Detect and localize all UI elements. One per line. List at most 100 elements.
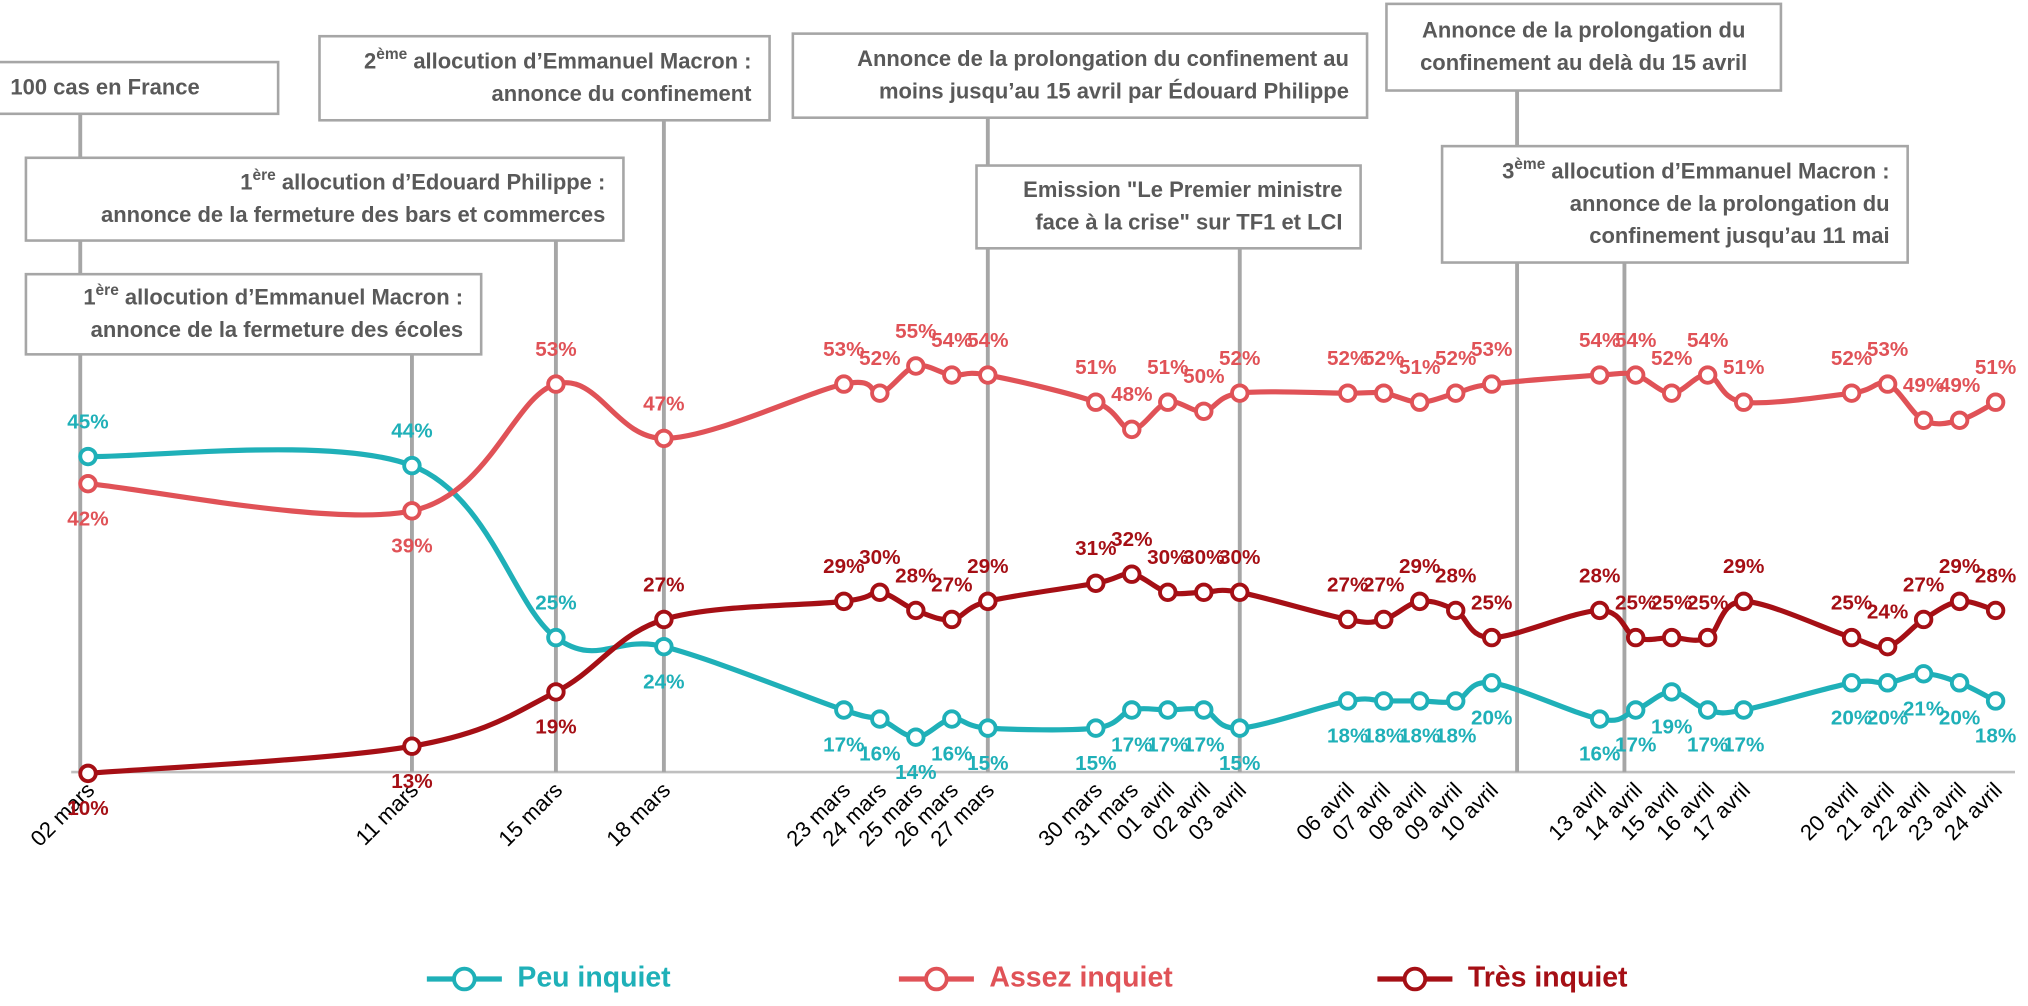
- annotation-sup: ème: [376, 46, 407, 63]
- point: [1158, 392, 1178, 412]
- data-label: 44%: [391, 419, 432, 442]
- point: [1230, 383, 1250, 403]
- point: [1410, 392, 1430, 412]
- point: [1697, 365, 1718, 385]
- data-label: 52%: [1651, 347, 1692, 370]
- data-label: 50%: [1183, 365, 1224, 388]
- data-label: 10%: [67, 797, 108, 820]
- data-label: 13%: [391, 770, 432, 793]
- point: [1086, 573, 1106, 593]
- point: [1625, 627, 1646, 648]
- data-label: 24%: [1867, 600, 1908, 623]
- annotation-text: allocution d’Edouard Philippe :: [276, 169, 606, 194]
- point: [1338, 609, 1358, 630]
- data-label: 16%: [859, 743, 900, 766]
- data-label: 17%: [1687, 734, 1728, 757]
- annotation-text: moins jusqu’au 15 avril par Édouard Phil…: [879, 78, 1349, 103]
- point: [1086, 392, 1106, 412]
- data-label: 53%: [823, 338, 864, 361]
- data-label: 27%: [1903, 573, 1944, 596]
- data-label: 30%: [1147, 546, 1188, 569]
- data-label: 51%: [1399, 356, 1440, 379]
- annotation-text: annonce de la fermeture des bars et comm…: [101, 202, 605, 227]
- annotation-text: Annonce de la prolongation du confinemen…: [857, 46, 1349, 71]
- annotation-text: Annonce de la prolongation du: [1422, 17, 1745, 42]
- annotation-text: confinement au delà du 15 avril: [1420, 50, 1747, 75]
- point: [1733, 591, 1754, 612]
- data-label: 15%: [967, 752, 1008, 775]
- annotation-text: annonce de la fermeture des écoles: [91, 317, 463, 342]
- data-label: 27%: [643, 573, 684, 596]
- point: [654, 609, 674, 630]
- data-label: 49%: [1939, 374, 1980, 397]
- legend-marker: [924, 966, 949, 992]
- data-label: 52%: [1219, 347, 1260, 370]
- point: [1194, 700, 1214, 720]
- data-label: 15%: [1075, 752, 1116, 775]
- point: [1877, 636, 1898, 657]
- point: [1661, 383, 1682, 403]
- point: [1122, 700, 1142, 720]
- data-label: 54%: [1615, 329, 1656, 352]
- data-label: 18%: [1435, 725, 1476, 748]
- data-label: 25%: [1651, 591, 1692, 614]
- data-label: 24%: [643, 670, 684, 693]
- point: [1841, 627, 1862, 648]
- data-label: 17%: [1111, 734, 1152, 757]
- data-label: 39%: [391, 535, 432, 558]
- point: [1661, 627, 1682, 648]
- point: [1949, 410, 1970, 431]
- point: [1589, 709, 1610, 729]
- point: [78, 446, 98, 467]
- annotation-text: 100 cas en France: [10, 74, 199, 99]
- legend-marker: [452, 966, 477, 992]
- x-tick-label: 15 mars: [493, 777, 567, 851]
- data-label: 54%: [1687, 329, 1728, 352]
- data-label: 25%: [535, 591, 576, 614]
- point: [1589, 365, 1610, 385]
- point: [78, 763, 98, 784]
- data-label: 49%: [1903, 374, 1944, 397]
- annotation-num: 1: [83, 285, 95, 310]
- point: [1841, 383, 1862, 403]
- data-label: 15%: [1219, 752, 1260, 775]
- data-label: 52%: [1831, 347, 1872, 370]
- data-label: 47%: [643, 392, 684, 415]
- annotation-box: [1385, 2, 1783, 92]
- data-label: 20%: [1471, 707, 1512, 730]
- point: [1374, 691, 1394, 711]
- point: [1446, 383, 1466, 403]
- annotation-text: 1ère allocution d’Emmanuel Macron :: [83, 282, 463, 309]
- point: [1338, 691, 1358, 711]
- annotation-text: 2ème allocution d’Emmanuel Macron :: [364, 46, 751, 73]
- point: [1158, 700, 1178, 720]
- annotation-box: [1440, 144, 1909, 264]
- point: [1697, 700, 1718, 720]
- data-label: 53%: [535, 338, 576, 361]
- point: [942, 609, 962, 630]
- annotation-num: 1: [240, 169, 252, 194]
- point: [1985, 600, 2006, 621]
- data-label: 54%: [967, 329, 1008, 352]
- data-label: 30%: [1219, 546, 1260, 569]
- annotation-text: allocution d’Emmanuel Macron :: [119, 285, 463, 310]
- point: [1949, 591, 1970, 612]
- data-label: 52%: [1363, 347, 1404, 370]
- annotation-text: confinement jusqu’au 11 mai: [1589, 223, 1889, 248]
- data-label: 28%: [1435, 564, 1476, 587]
- data-label: 30%: [1183, 546, 1224, 569]
- annotation-text: annonce du confinement: [491, 81, 752, 106]
- data-label: 31%: [1075, 537, 1116, 560]
- annotation-box: [24, 272, 483, 356]
- point: [78, 473, 98, 494]
- data-label: 45%: [67, 410, 108, 433]
- point: [906, 727, 926, 747]
- series-line: [87, 362, 1997, 518]
- point: [1913, 609, 1934, 630]
- data-label: 29%: [823, 555, 864, 578]
- legend-label: Peu inquiet: [517, 962, 671, 994]
- data-label: 53%: [1867, 338, 1908, 361]
- point: [1230, 718, 1250, 738]
- data-label: 17%: [1723, 734, 1764, 757]
- annotation-text: 1ère allocution d’Edouard Philippe :: [240, 167, 605, 194]
